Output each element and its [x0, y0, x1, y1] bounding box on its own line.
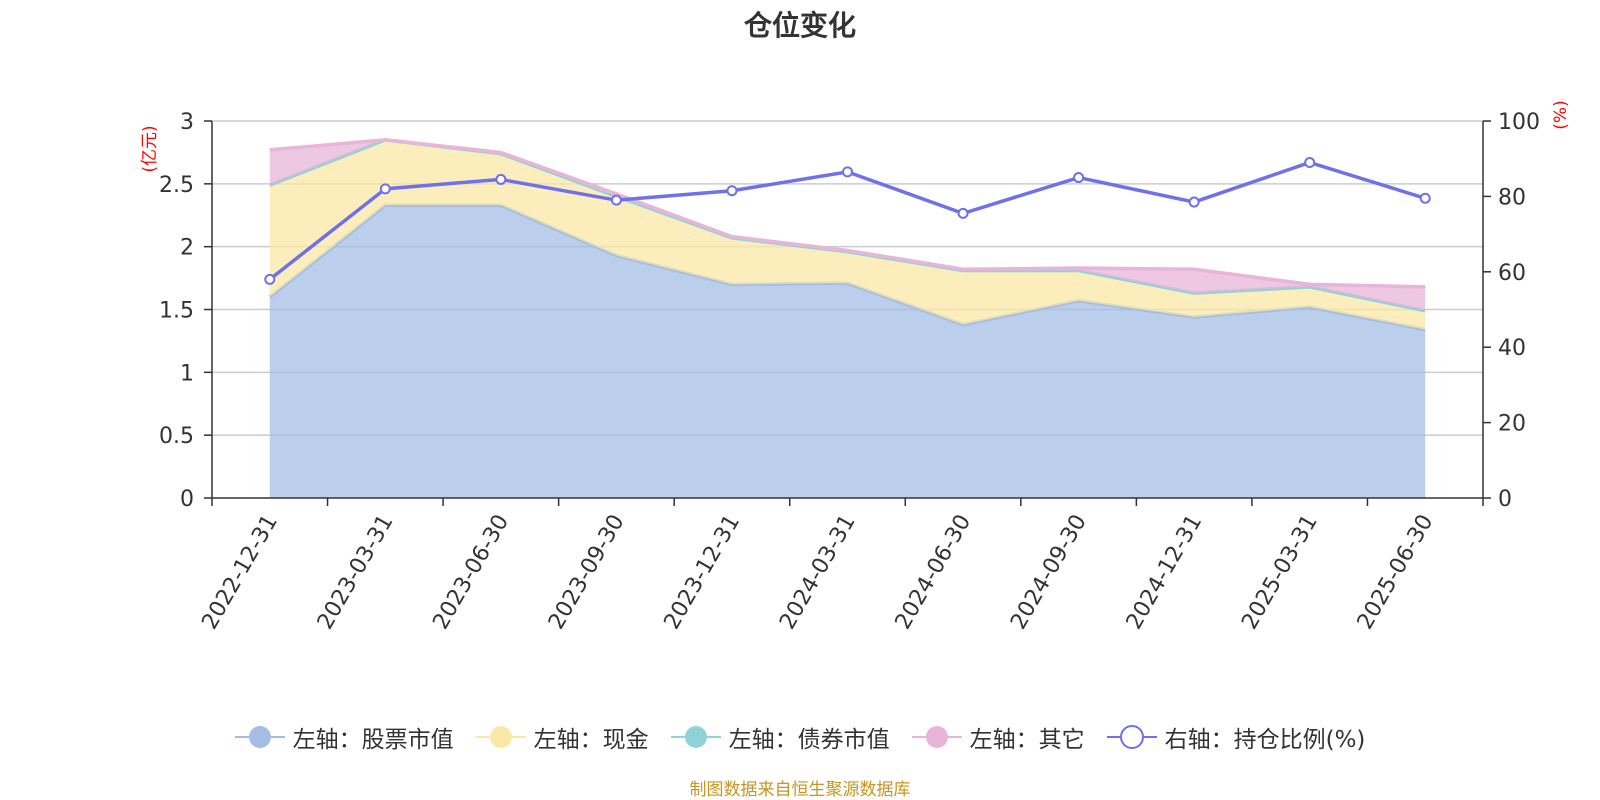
- legend-swatch-icon: [1106, 725, 1157, 749]
- x-axis-tick-label: 2023-06-30: [428, 511, 514, 634]
- legend-swatch-icon: [670, 726, 721, 748]
- ratio-point: [379, 183, 391, 195]
- right-axis-unit: (%): [1551, 100, 1571, 129]
- ratio-point: [957, 207, 969, 219]
- left-axis-tick-label: 0.5: [159, 424, 194, 449]
- x-axis-tick-label: 2023-09-30: [544, 511, 630, 634]
- x-axis-tick-label: 2022-12-31: [197, 511, 283, 634]
- ratio-line-series: [264, 156, 1431, 285]
- ratio-point: [610, 194, 622, 206]
- x-axis-tick-label: 2025-03-31: [1237, 511, 1323, 634]
- x-axis-tick-label: 2024-06-30: [891, 511, 977, 634]
- area-a4bde5: [269, 205, 1426, 499]
- ratio-point: [1419, 192, 1431, 204]
- legend-swatch-icon: [234, 726, 285, 748]
- right-axis-tick-label: 0: [1498, 487, 1512, 512]
- ratio-point: [495, 173, 507, 185]
- right-axis-tick-label: 60: [1498, 261, 1526, 286]
- x-axis-tick-label: 2024-12-31: [1122, 511, 1208, 634]
- legend-label: 左轴：债券市值: [728, 727, 890, 753]
- left-axis-tick-label: 0: [180, 487, 194, 512]
- area-series: [268, 138, 1426, 499]
- x-axis-tick-label: 2023-12-31: [660, 511, 746, 634]
- left-axis-tick-label: 2: [180, 236, 194, 261]
- ratio-point: [842, 166, 853, 178]
- left-axis-tick-label: 1: [180, 361, 194, 386]
- right-axis-tick-label: 40: [1498, 336, 1526, 361]
- ratio-point: [1304, 156, 1316, 168]
- x-axis-tick-label: 2024-09-30: [1006, 511, 1092, 634]
- legend-item[interactable]: 左轴：债券市值: [670, 720, 890, 754]
- ratio-point: [1188, 196, 1200, 208]
- ratio-point: [1073, 172, 1085, 184]
- legend-item[interactable]: 左轴：其它: [911, 720, 1085, 754]
- legend: 左轴：股票市值 左轴：现金 左轴：债券市值 左轴：其它 右轴：持仓比例(%): [0, 720, 1600, 754]
- right-axis-tick-label: 100: [1498, 110, 1540, 135]
- source-note: 制图数据来自恒生聚源数据库: [689, 780, 911, 800]
- area-edge-line: [269, 138, 1426, 289]
- legend-item[interactable]: 左轴：现金: [475, 720, 649, 754]
- x-axis-tick-label: 2024-03-31: [775, 511, 861, 634]
- legend-label: 左轴：其它: [969, 727, 1085, 753]
- x-axis-tick-label: 2025-06-30: [1353, 511, 1439, 634]
- legend-swatch-icon: [475, 726, 526, 748]
- legend-label: 右轴：持仓比例(%): [1164, 727, 1366, 753]
- left-axis-unit: (亿元): [140, 125, 160, 172]
- legend-item[interactable]: 右轴：持仓比例(%): [1106, 720, 1366, 754]
- ratio-point: [726, 185, 738, 197]
- legend-label: 左轴：现金: [533, 727, 649, 753]
- legend-label: 左轴：股票市值: [292, 727, 454, 753]
- ratio-point: [264, 273, 276, 285]
- chart-title: 仓位变化: [743, 9, 856, 42]
- left-axis-tick-label: 1.5: [159, 299, 194, 324]
- legend-swatch-icon: [911, 726, 962, 748]
- left-axis-tick-label: 3: [180, 110, 194, 135]
- left-axis-tick-label: 2.5: [159, 173, 194, 198]
- x-axis-tick-label: 2023-03-31: [313, 511, 399, 634]
- legend-item[interactable]: 左轴：股票市值: [234, 720, 454, 754]
- right-axis-tick-label: 80: [1498, 185, 1526, 210]
- right-axis-tick-label: 20: [1498, 412, 1526, 437]
